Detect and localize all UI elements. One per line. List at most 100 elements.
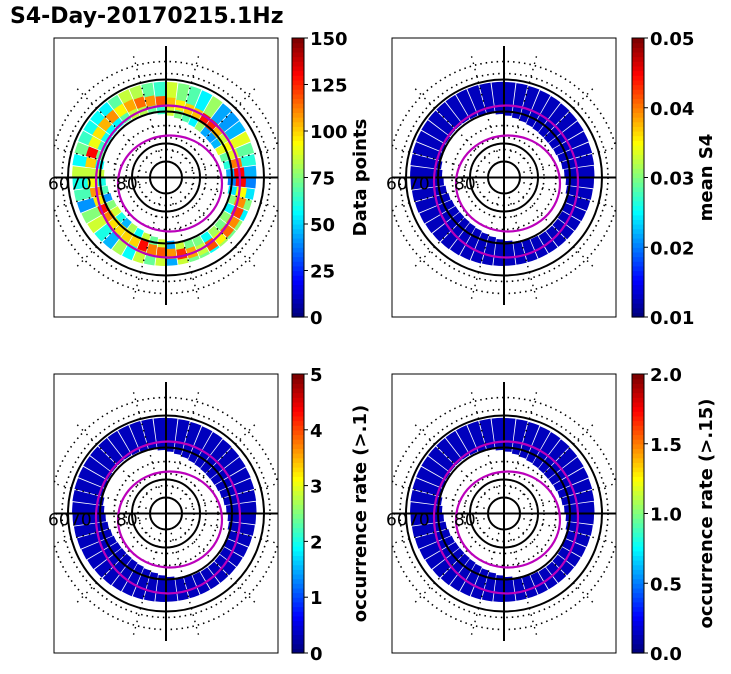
heat-cell: [460, 227, 482, 261]
heat-cell: [102, 217, 132, 250]
colorbar-step: [292, 480, 304, 487]
colorbar-step: [632, 112, 644, 118]
colorbar-step: [292, 172, 304, 179]
colorbar-step: [632, 289, 644, 295]
heat-cell: [98, 438, 125, 466]
colorbar-step: [292, 397, 304, 403]
colorbar-step: [632, 117, 644, 123]
colorbar-step: [292, 587, 304, 594]
colorbar-step: [292, 457, 304, 463]
heat-cell: [223, 538, 249, 558]
colorbar-step: [292, 578, 304, 584]
colorbar-step: [632, 611, 644, 617]
colorbar-step: [292, 601, 304, 608]
heat-cell: [212, 231, 227, 246]
heat-cell: [122, 563, 144, 597]
colorbar-step: [632, 476, 644, 482]
colorbar-step: [632, 471, 644, 477]
colorbar-step: [632, 467, 644, 473]
colorbar-step: [632, 219, 644, 225]
colorbar-step: [632, 205, 644, 211]
oval-inner: [116, 134, 224, 233]
colorbar-step: [292, 61, 304, 67]
colorbar: 0 1 2 3 4 5 occurrence rate (>.1): [291, 365, 371, 665]
heat-cell: [133, 96, 147, 109]
meridian-line: [469, 387, 500, 495]
meridian-line: [517, 527, 597, 606]
meridian-line: [508, 196, 539, 304]
colorbar-step: [632, 163, 644, 169]
colorbar-step: [292, 307, 304, 313]
colorbar-step: [292, 121, 304, 127]
heat-cell: [456, 89, 478, 120]
colorbar-step: [632, 196, 644, 202]
panel-2: 60 70 80 0.01 0.02 0.03 0.04 0.05 mean S4: [386, 29, 717, 329]
colorbar-step: [632, 275, 644, 281]
colorbar-step: [292, 79, 304, 86]
colorbar-step: [632, 397, 644, 403]
colorbar-step: [292, 401, 304, 408]
colorbar-step: [292, 214, 304, 220]
colorbar-step: [632, 411, 644, 417]
colorbar-step: [632, 499, 644, 505]
heat-cell: [97, 117, 112, 132]
colorbar-step: [292, 93, 304, 100]
colorbar-step: [632, 639, 644, 645]
meridian-line: [131, 532, 162, 640]
colorbar-tick-label: 1: [310, 588, 323, 609]
colorbar-step: [292, 265, 304, 272]
colorbar-step: [632, 508, 644, 515]
colorbar-tick-label: 0.03: [650, 169, 694, 190]
colorbar-step: [632, 387, 644, 394]
colorbar-step: [632, 140, 644, 146]
colorbar-step: [632, 569, 644, 575]
heat-cell: [137, 239, 149, 252]
meridian-line: [508, 51, 539, 159]
colorbar-step: [292, 312, 304, 318]
colorbar-frame: [291, 373, 305, 654]
colorbar-step: [632, 601, 644, 608]
polar-label-80: 80: [116, 175, 138, 195]
meridian-line: [73, 85, 153, 164]
heat-cell: [440, 553, 470, 586]
colorbar-step: [632, 643, 644, 649]
colorbar-step: [292, 89, 304, 95]
colorbar-step: [632, 615, 644, 622]
colorbar-step: [632, 84, 644, 90]
meridian-line: [185, 482, 278, 509]
polar-label-60: 60: [48, 175, 70, 195]
heat-cell: [428, 110, 456, 137]
heat-cell: [74, 478, 106, 497]
colorbar-step: [632, 560, 644, 566]
colorbar-step: [632, 648, 644, 654]
colorbar-tick-label: 5: [310, 365, 323, 386]
colorbar-step: [292, 643, 304, 649]
panel-1: 60 70 80 0 25 50 75 100 125 150 Data points: [48, 29, 371, 329]
heat-cell: [192, 571, 211, 595]
colorbar-step: [632, 587, 644, 594]
colorbar-step: [632, 284, 644, 290]
heat-cell: [449, 558, 476, 592]
colorbar-step: [292, 615, 304, 622]
colorbar-step: [292, 228, 304, 234]
colorbar-step: [292, 42, 304, 48]
heat-cell: [123, 99, 137, 113]
colorbar-step: [632, 47, 644, 53]
colorbar-step: [292, 140, 304, 146]
heat-cell: [85, 146, 99, 159]
colorbar-step: [292, 144, 304, 151]
colorbar-step: [292, 293, 304, 299]
heat-cell: [181, 421, 202, 459]
heat-cell: [215, 467, 251, 492]
heat-cell: [166, 576, 178, 602]
colorbar-step: [632, 89, 644, 95]
colorbar-step: [292, 256, 304, 262]
colorbar-step: [292, 420, 304, 426]
colorbar-step: [292, 196, 304, 202]
heat-cell: [548, 121, 584, 149]
colorbar-step: [292, 392, 304, 398]
heat-cell: [564, 530, 591, 547]
colorbar-step: [632, 210, 644, 216]
heat-cell: [532, 96, 561, 133]
